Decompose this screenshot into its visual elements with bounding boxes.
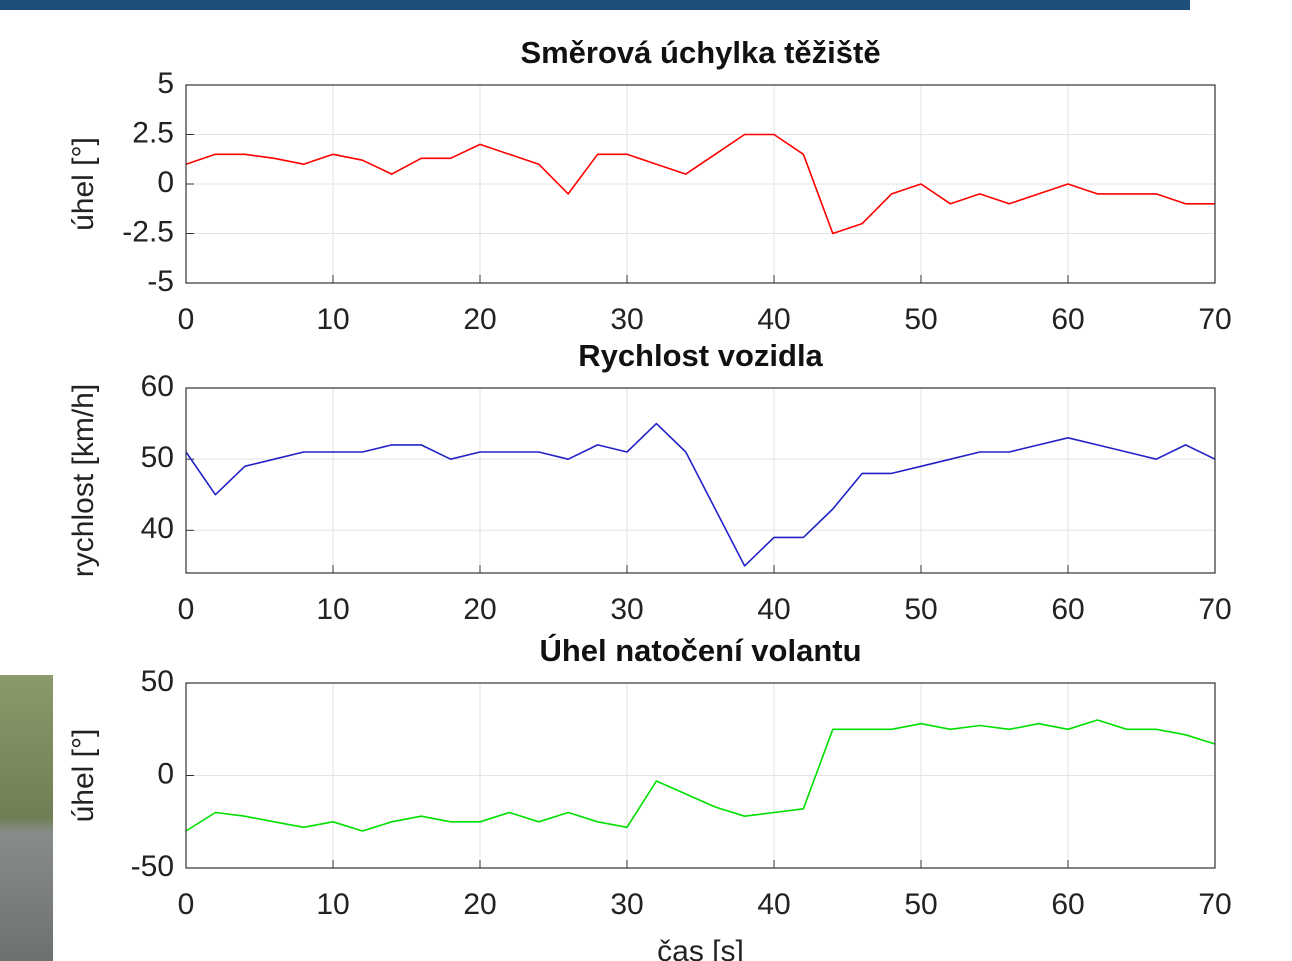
- chart-title: Úhel natočení volantu: [539, 632, 861, 668]
- x-tick-label: 20: [463, 888, 496, 921]
- data-line: [185, 133, 1215, 235]
- x-tick-label: 0: [178, 303, 195, 336]
- x-tick-label: 70: [1198, 303, 1231, 336]
- top-bar: [0, 0, 1190, 10]
- x-tick-label: 50: [904, 303, 937, 336]
- plot-border: [185, 682, 1216, 869]
- y-tick-label: -2.5: [122, 215, 174, 248]
- x-tick-label: 30: [610, 593, 643, 626]
- x-tick-label: 30: [610, 303, 643, 336]
- y-tick-label: 50: [141, 441, 174, 474]
- data-line: [185, 719, 1216, 832]
- x-tick-label: 30: [610, 888, 643, 921]
- plot-border: [185, 84, 1216, 284]
- x-tick-label: 70: [1198, 888, 1231, 921]
- y-axis-label: úhel [°]: [67, 137, 100, 231]
- x-tick-label: 40: [757, 888, 790, 921]
- data-line: [185, 422, 1216, 567]
- y-tick-label: 2.5: [132, 116, 174, 149]
- y-tick-label: -5: [147, 265, 174, 298]
- x-tick-label: 70: [1198, 593, 1231, 626]
- x-tick-label: 50: [904, 593, 937, 626]
- y-axis-label: rychlost [km/h]: [67, 384, 100, 577]
- x-tick-label: 40: [757, 593, 790, 626]
- x-tick-label: 10: [316, 593, 349, 626]
- y-tick-label: 60: [141, 370, 174, 403]
- y-tick-label: 40: [141, 512, 174, 545]
- x-tick-label: 60: [1051, 593, 1084, 626]
- chart-title: Rychlost vozidla: [578, 338, 823, 373]
- x-axis-label: čas [s]: [657, 935, 744, 961]
- x-tick-label: 0: [178, 888, 195, 921]
- plot-border: [185, 387, 1216, 574]
- y-tick-label: -50: [131, 850, 174, 883]
- y-axis-label: úhel [°]: [67, 729, 100, 823]
- x-tick-label: 40: [757, 303, 790, 336]
- x-tick-label: 20: [463, 303, 496, 336]
- x-tick-label: 10: [316, 303, 349, 336]
- y-tick-label: 5: [157, 67, 174, 100]
- photo-fragment: [0, 675, 53, 961]
- x-tick-label: 0: [178, 593, 195, 626]
- x-tick-label: 60: [1051, 888, 1084, 921]
- y-tick-label: 0: [157, 757, 174, 790]
- x-tick-label: 10: [316, 888, 349, 921]
- x-tick-label: 20: [463, 593, 496, 626]
- y-tick-label: 50: [141, 665, 174, 698]
- x-tick-label: 50: [904, 888, 937, 921]
- y-tick-label: 0: [157, 166, 174, 199]
- chart-title: Směrová úchylka těžiště: [520, 35, 880, 70]
- x-tick-label: 60: [1051, 303, 1084, 336]
